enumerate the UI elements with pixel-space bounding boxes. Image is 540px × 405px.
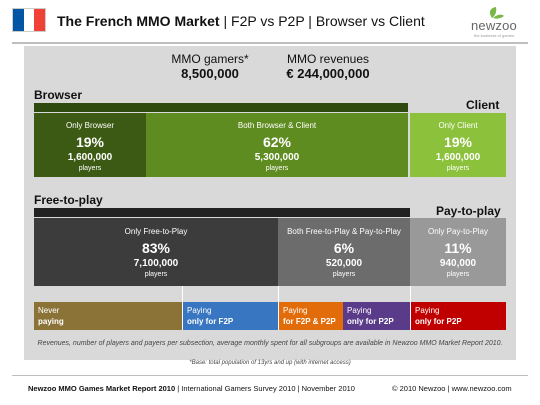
only-client-percent: 19% <box>443 134 473 150</box>
only-pay-to-play-players: 940,000 <box>439 258 477 269</box>
page-title: The French MMO Market | F2P vs P2P | Bro… <box>57 13 425 29</box>
pay-to-play-section-bar <box>410 218 506 220</box>
free-to-play-section-title: Free-to-play <box>34 193 103 207</box>
segment-paying-only-p2p-red-line2: only for P2P <box>415 317 462 326</box>
only-client-box: Only Client 19% 1,600,000 players <box>410 115 506 177</box>
both-browser-client-box: Both Browser & Client 62% 5,300,000 play… <box>146 113 408 177</box>
bracket-divider <box>182 286 183 330</box>
only-pay-to-play-unit: players <box>446 271 470 278</box>
segment-paying-only-p2p-purple-line1: Paying <box>347 306 372 315</box>
client-section-title: Client <box>466 98 500 112</box>
only-pay-to-play-label: Only Pay-to-Play <box>427 227 489 236</box>
footer-source-rest: | International Gamers Survey 2010 | Nov… <box>177 384 355 393</box>
browser-section-bar <box>34 103 408 112</box>
base-note: *Base: total population of 13yrs and up … <box>189 360 351 366</box>
segment-paying-only-f2p-line1: Paying <box>187 306 212 315</box>
page-title-bold: The French MMO Market <box>57 13 220 29</box>
only-free-to-play-box: Only Free-to-Play 83% 7,100,000 players <box>34 218 278 286</box>
only-free-to-play-players: 7,100,000 <box>133 258 179 269</box>
segment-paying-only-p2p-red-line1: Paying <box>415 306 440 315</box>
only-pay-to-play-box: Only Pay-to-Play 11% 940,000 players <box>410 220 506 286</box>
bracket-divider <box>278 286 279 330</box>
only-browser-unit: players <box>78 165 102 172</box>
both-f2p-p2p-label: Both Free-to-Play & Pay-to-Play <box>287 227 401 236</box>
footer-source-bold: Newzoo MMO Games Market Report 2010 <box>28 384 176 393</box>
both-browser-client-unit: players <box>265 165 289 172</box>
segment-paying-only-f2p: Paying only for F2P <box>183 302 278 330</box>
revenues-label: MMO revenues <box>286 52 370 66</box>
flag-stripe-red <box>34 9 46 31</box>
only-free-to-play-unit: players <box>144 271 168 278</box>
segment-paying-only-p2p-purple-line2: only for P2P <box>347 317 394 326</box>
logo-name: newzoo <box>470 18 517 33</box>
both-browser-client-players: 5,300,000 <box>254 152 300 163</box>
only-browser-players: 1,600,000 <box>67 152 113 163</box>
free-to-play-section-bar <box>34 208 410 217</box>
segment-never-paying-line1: Never <box>38 306 60 315</box>
only-browser-label: Only Browser <box>65 121 114 130</box>
only-pay-to-play-percent: 11% <box>444 240 472 256</box>
gamers-value: 8,500,000 <box>181 66 239 81</box>
both-browser-client-label: Both Browser & Client <box>237 121 317 130</box>
only-free-to-play-label: Only Free-to-Play <box>124 227 188 236</box>
newzoo-logo: newzoo the business of games <box>462 6 526 40</box>
only-browser-box: Only Browser 19% 1,600,000 players <box>34 113 146 177</box>
segment-paying-f2p-p2p: Paying for F2P & P2P <box>279 302 343 330</box>
both-f2p-p2p-unit: players <box>332 271 356 278</box>
leaf-icon <box>489 7 504 19</box>
only-client-unit: players <box>446 165 470 172</box>
browser-section-title: Browser <box>34 88 83 102</box>
segment-paying-only-f2p-line2: only for F2P <box>187 317 234 326</box>
logo-tagline: the business of games <box>473 33 515 38</box>
only-client-label: Only Client <box>438 121 478 130</box>
segment-paying-only-p2p-purple: Paying only for P2P <box>343 302 410 330</box>
bracket-divider <box>410 286 411 330</box>
only-free-to-play-percent: 83% <box>141 240 171 256</box>
flag-stripe-blue <box>13 9 24 31</box>
revenue-note: Revenues, number of players and payers p… <box>37 340 503 347</box>
segment-paying-f2p-p2p-line1: Paying <box>283 306 308 315</box>
both-f2p-p2p-box: Both Free-to-Play & Pay-to-Play 6% 520,0… <box>278 218 410 286</box>
header-divider <box>12 42 528 44</box>
segment-never-paying: Never paying <box>34 302 182 330</box>
footer-divider <box>12 375 528 376</box>
client-section-bar <box>410 113 506 115</box>
segment-paying-only-p2p-red: Paying only for P2P <box>411 302 506 330</box>
segment-never-paying-line2: paying <box>38 317 64 326</box>
pay-to-play-section-title: Pay-to-play <box>436 204 501 218</box>
segment-paying-f2p-p2p-line2: for F2P & P2P <box>283 317 336 326</box>
only-browser-percent: 19% <box>75 134 105 150</box>
revenues-value: € 244,000,000 <box>286 66 370 81</box>
both-f2p-p2p-players: 520,000 <box>325 258 363 269</box>
france-flag <box>12 8 46 32</box>
both-f2p-p2p-percent: 6% <box>333 240 355 256</box>
footer-source: Newzoo MMO Games Market Report 2010 | In… <box>28 384 355 393</box>
flag-stripe-white <box>23 9 35 31</box>
only-client-players: 1,600,000 <box>435 152 481 163</box>
page-title-rest: | F2P vs P2P | Browser vs Client <box>223 13 425 29</box>
gamers-label: MMO gamers* <box>171 52 249 66</box>
both-browser-client-percent: 62% <box>262 134 292 150</box>
footer-copyright: © 2010 Newzoo | www.newzoo.com <box>392 384 512 393</box>
